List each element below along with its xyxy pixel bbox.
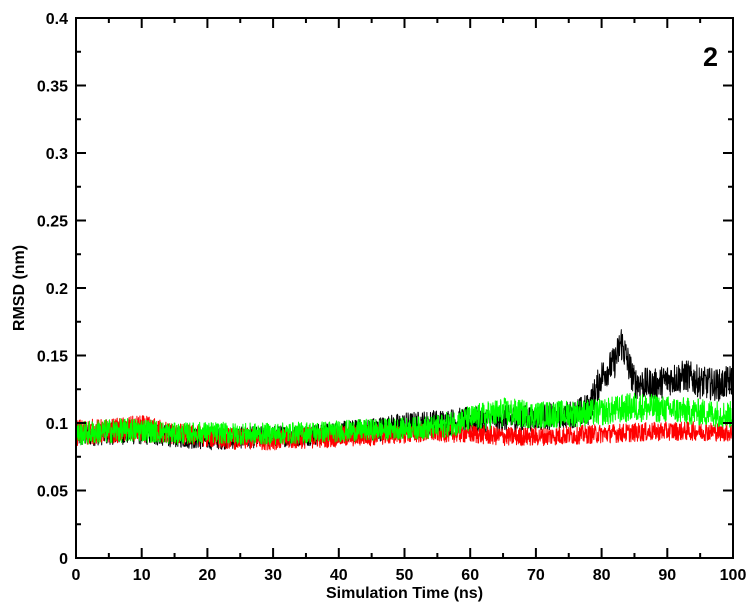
x-tick-label: 0 <box>72 567 81 584</box>
y-tick-label: 0.4 <box>46 11 68 28</box>
x-axis-title: Simulation Time (ns) <box>326 585 483 602</box>
y-tick-label: 0.25 <box>37 214 68 231</box>
y-tick-label: 0.3 <box>46 146 68 163</box>
x-tick-label: 60 <box>461 567 479 584</box>
y-axis-title: RMSD (nm) <box>11 245 28 331</box>
x-tick-label: 90 <box>658 567 676 584</box>
x-tick-label: 10 <box>133 567 151 584</box>
x-tick-label: 70 <box>527 567 545 584</box>
axis-layer: 0 10 20 30 40 50 60 70 80 90 100 0 0.05 0.1 0.15 0.2 0.2… <box>37 11 747 584</box>
panel-label: 2 <box>703 42 718 72</box>
y-tick-label: 0.35 <box>37 79 68 96</box>
x-tick-label: 50 <box>396 567 414 584</box>
series-line-3 <box>75 392 734 446</box>
y-tick-label: 0.05 <box>37 484 68 501</box>
x-tick-label: 20 <box>199 567 217 584</box>
x-tick-label: 80 <box>593 567 611 584</box>
series-layer <box>75 329 734 451</box>
y-tick-label: 0 <box>59 551 68 568</box>
y-tick-label: 0.2 <box>46 281 68 298</box>
x-tick-label: 100 <box>720 567 747 584</box>
x-tick-label: 30 <box>264 567 282 584</box>
y-tick-label: 0.1 <box>46 416 68 433</box>
plot-frame <box>75 17 734 559</box>
y-tick-label: 0.15 <box>37 349 68 366</box>
x-tick-label: 40 <box>330 567 348 584</box>
